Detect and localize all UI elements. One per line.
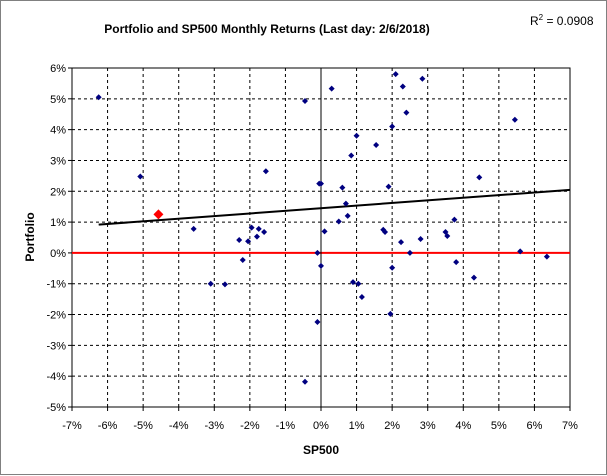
x-tick-label: -2%: [240, 420, 260, 432]
y-axis-label: Portfolio: [23, 212, 37, 261]
x-tick-label: 0%: [313, 420, 329, 432]
data-point: [207, 280, 214, 287]
r-squared-value: = 0.0908: [543, 14, 594, 28]
data-point: [255, 225, 262, 232]
data-point: [353, 132, 360, 139]
data-point: [261, 228, 268, 235]
data-point: [314, 249, 321, 256]
data-point: [318, 180, 324, 187]
y-tick-label: 4%: [50, 125, 66, 137]
data-point: [399, 83, 406, 90]
data-point: [344, 212, 351, 219]
data-point: [511, 116, 518, 123]
x-axis-label: SP500: [303, 443, 339, 457]
data-point: [444, 232, 451, 239]
y-tick-label: 6%: [50, 63, 66, 75]
chart-title: Portfolio and SP500 Monthly Returns (Las…: [104, 22, 429, 36]
data-point: [248, 224, 255, 231]
data-point: [517, 248, 524, 255]
data-point: [389, 123, 396, 130]
data-point: [389, 264, 396, 271]
data-point: [403, 109, 410, 116]
x-tick-label: -5%: [133, 420, 153, 432]
data-point: [318, 262, 324, 269]
highlight-point: [153, 209, 164, 220]
data-point: [301, 378, 308, 385]
data-point: [453, 259, 460, 266]
x-tick-label: -6%: [98, 420, 118, 432]
y-tick-label: 1%: [50, 217, 66, 229]
data-point: [262, 168, 269, 175]
data-point: [373, 142, 380, 149]
data-point: [382, 228, 389, 235]
data-point: [398, 239, 405, 246]
data-point: [301, 97, 308, 104]
data-point: [245, 238, 252, 245]
x-tick-label: 7%: [562, 420, 578, 432]
y-tick-label: -1%: [46, 279, 66, 291]
data-point: [385, 183, 392, 190]
data-point: [358, 293, 365, 300]
data-point: [314, 318, 321, 325]
x-tick-label: 3%: [420, 420, 436, 432]
x-axis-ticks: -7% -6% -5% -4% -3% -2% -1% 0% 1% 2% 3% 4% 5% 6% 7%: [62, 407, 578, 432]
x-tick-label: -1%: [276, 420, 296, 432]
r-squared-exponent: 2: [539, 13, 544, 22]
r-squared-label: R2 = 0.0908: [530, 13, 594, 28]
x-tick-label: -4%: [169, 420, 189, 432]
data-point: [476, 174, 483, 181]
data-point: [543, 253, 550, 260]
data-point: [339, 184, 346, 191]
data-point: [236, 236, 243, 243]
data-point: [253, 233, 260, 240]
data-point: [417, 236, 424, 243]
data-point: [342, 200, 349, 207]
data-point: [350, 279, 357, 286]
data-point: [406, 249, 413, 256]
data-point: [95, 94, 102, 101]
data-point: [355, 280, 362, 287]
y-tick-label: 0%: [50, 248, 66, 260]
data-point: [137, 173, 144, 180]
y-tick-label: -4%: [46, 371, 66, 383]
y-axis-ticks: 6% 5% 4% 3% 2% 1% 0% -1% -2% -3% -4% -5%: [46, 63, 72, 414]
r-squared-symbol: R: [530, 14, 539, 28]
data-point: [419, 75, 426, 82]
trendline: [98, 188, 571, 226]
x-tick-label: 6%: [526, 420, 542, 432]
data-point: [470, 274, 477, 281]
x-tick-label: 1%: [349, 420, 365, 432]
data-point: [348, 152, 355, 159]
y-tick-label: 5%: [50, 94, 66, 106]
data-point: [335, 218, 342, 225]
y-tick-label: -3%: [46, 340, 66, 352]
data-point: [328, 85, 335, 92]
data-point: [190, 225, 197, 232]
x-tick-label: 2%: [384, 420, 400, 432]
y-tick-label: 2%: [50, 186, 66, 198]
x-tick-label: 4%: [455, 420, 471, 432]
data-point: [221, 281, 228, 288]
y-tick-label: 3%: [50, 155, 66, 167]
x-tick-label: -3%: [205, 420, 225, 432]
y-tick-label: -2%: [46, 310, 66, 322]
data-points: [95, 71, 550, 385]
data-point: [451, 216, 458, 223]
data-point: [321, 228, 328, 235]
data-point: [392, 71, 399, 78]
data-point: [239, 256, 246, 263]
data-point: [387, 310, 394, 317]
y-tick-label: -5%: [46, 402, 66, 414]
x-tick-label: 5%: [491, 420, 507, 432]
x-tick-label: -7%: [62, 420, 82, 432]
